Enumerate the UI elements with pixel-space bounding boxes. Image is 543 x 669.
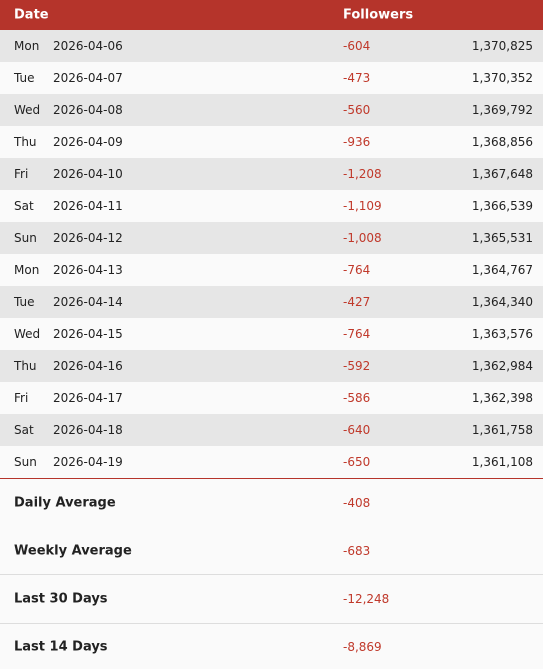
date: 2026-04-11 [53, 199, 123, 213]
table-row: Sat 2026-04-11 -1,109 1,366,539 [0, 190, 543, 222]
day: Fri [14, 167, 29, 181]
table-row: Tue 2026-04-14 -427 1,364,340 [0, 286, 543, 318]
change: -936 [343, 135, 371, 149]
table-row: Mon 2026-04-13 -764 1,364,767 [0, 254, 543, 286]
table-header: Date Followers [0, 0, 543, 30]
change: -640 [343, 423, 371, 437]
total: 1,368,856 [471, 135, 533, 149]
summary-label: Last 30 Days [14, 591, 108, 607]
total: 1,363,576 [471, 327, 533, 341]
header-cell: Date [14, 7, 49, 23]
change: -604 [343, 39, 371, 53]
change: -586 [343, 391, 371, 405]
change: -1,008 [343, 231, 382, 245]
total: 1,362,984 [471, 359, 533, 373]
date: 2026-04-09 [53, 135, 123, 149]
date: 2026-04-14 [53, 295, 123, 309]
change: -1,109 [343, 199, 382, 213]
day: Thu [14, 359, 37, 373]
total: 1,361,108 [471, 455, 533, 469]
change: -650 [343, 455, 371, 469]
total: 1,366,539 [471, 199, 533, 213]
change: -473 [343, 71, 371, 85]
day: Sat [14, 423, 34, 437]
day: Mon [14, 263, 40, 277]
change: -592 [343, 359, 371, 373]
date: 2026-04-18 [53, 423, 123, 437]
day: Fri [14, 391, 29, 405]
summary-value: -8,869 [343, 639, 382, 654]
day: Wed [14, 103, 41, 117]
date: 2026-04-07 [53, 71, 123, 85]
change: -1,208 [343, 167, 382, 181]
day: Sat [14, 199, 34, 213]
header-cell: Followers [343, 7, 414, 23]
change: -764 [343, 263, 371, 277]
total: 1,365,531 [471, 231, 533, 245]
date: 2026-04-17 [53, 391, 123, 405]
table-row: Sat 2026-04-18 -640 1,361,758 [0, 414, 543, 446]
total: 1,370,352 [471, 71, 533, 85]
summary-row: Last 30 Days -12,248 [0, 575, 543, 624]
summary-row: Weekly Average -683 [0, 527, 543, 575]
table-row: Mon 2026-04-06 -604 1,370,825 [0, 30, 543, 62]
summary: Daily Average -408 Weekly Average -683 Last … [0, 479, 543, 669]
day: Sun [14, 455, 37, 469]
total: 1,362,398 [471, 391, 533, 405]
day: Tue [14, 71, 35, 85]
summary-row: Daily Average -408 [0, 479, 543, 527]
table-row: Wed 2026-04-08 -560 1,369,792 [0, 94, 543, 126]
total: 1,367,648 [471, 167, 533, 181]
total: 1,364,767 [471, 263, 533, 277]
date: 2026-04-10 [53, 167, 123, 181]
date: 2026-04-08 [53, 103, 123, 117]
total: 1,369,792 [471, 103, 533, 117]
day: Sun [14, 231, 37, 245]
table-row: Thu 2026-04-16 -592 1,362,984 [0, 350, 543, 382]
total: 1,361,758 [471, 423, 533, 437]
summary-row: Last 14 Days -8,869 [0, 624, 543, 669]
date: 2026-04-19 [53, 455, 123, 469]
summary-label: Daily Average [14, 495, 116, 511]
table-row: Sun 2026-04-12 -1,008 1,365,531 [0, 222, 543, 254]
date: 2026-04-15 [53, 327, 123, 341]
total: 1,370,825 [471, 39, 533, 53]
day: Mon [14, 39, 40, 53]
summary-value: -408 [343, 496, 371, 510]
summary-value: -12,248 [343, 592, 390, 606]
table-row: Fri 2026-04-10 -1,208 1,367,648 [0, 158, 543, 190]
day: Thu [14, 135, 37, 149]
date: 2026-04-16 [53, 359, 123, 373]
date: 2026-04-12 [53, 231, 123, 245]
date: 2026-04-13 [53, 263, 123, 277]
table-body: Mon 2026-04-06 -604 1,370,825 Tue 2026-04-07 -… [0, 30, 543, 479]
day: Wed [14, 327, 41, 341]
date: 2026-04-06 [53, 39, 123, 53]
change: -560 [343, 103, 371, 117]
table-row: Fri 2026-04-17 -586 1,362,398 [0, 382, 543, 414]
change: -764 [343, 327, 371, 341]
table-row: Thu 2026-04-09 -936 1,368,856 [0, 126, 543, 158]
summary-value: -683 [343, 543, 371, 558]
table-row: Tue 2026-04-07 -473 1,370,352 [0, 62, 543, 94]
summary-label: Last 14 Days [14, 639, 108, 654]
summary-label: Weekly Average [14, 543, 132, 558]
total: 1,364,340 [471, 295, 533, 309]
change: -427 [343, 295, 371, 309]
table-row: Wed 2026-04-15 -764 1,363,576 [0, 318, 543, 350]
table-row: Sun 2026-04-19 -650 1,361,108 [0, 446, 543, 478]
day: Tue [14, 295, 35, 309]
